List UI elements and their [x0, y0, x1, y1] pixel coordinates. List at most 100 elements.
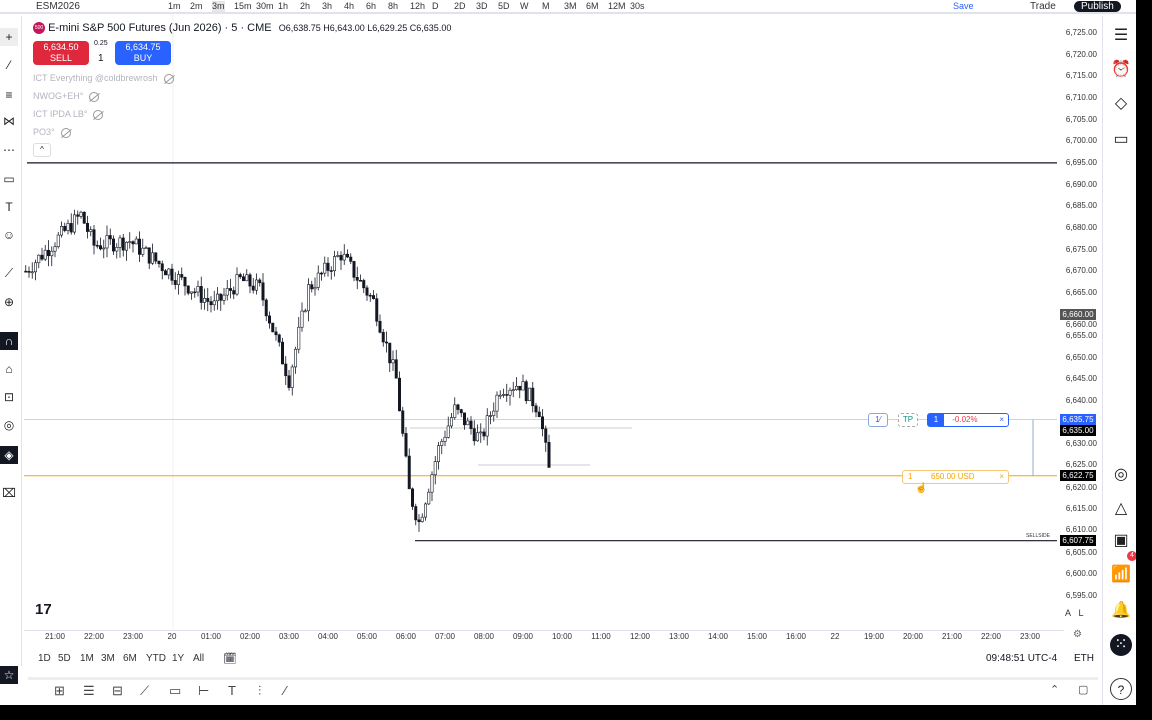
indicator-ipda[interactable]: ICT IPDA LB° [33, 109, 104, 120]
signal-icon[interactable]: 📶 [1111, 566, 1131, 583]
symbol-search[interactable]: ESM2026 [36, 1, 80, 12]
goto-date-calendar-icon[interactable]: 🗓 [223, 653, 237, 665]
timeframe-1m[interactable]: 1m [168, 1, 181, 11]
eye-hidden-icon[interactable] [89, 91, 100, 102]
symbol-title[interactable]: E-mini S&P 500 Futures (Jun 2026) · 5 · … [48, 22, 272, 34]
publish-button[interactable]: Publish [1074, 1, 1121, 12]
short-position-icon[interactable]: ⊟ [112, 683, 123, 698]
indicator-nwog[interactable]: NWOG+EH° [33, 91, 100, 102]
text-icon[interactable]: T [228, 683, 236, 698]
layers-icon[interactable]: ◇ [1114, 95, 1128, 112]
long-position-icon[interactable]: ⊞ [54, 683, 65, 698]
fib-icon[interactable]: ≡ [5, 88, 13, 102]
timeframe-30m[interactable]: 30m [256, 1, 274, 11]
chat-icon[interactable]: ▭ [1113, 131, 1129, 148]
close-position-icon[interactable]: × [999, 472, 1004, 481]
timeframe-30s[interactable]: 30s [630, 1, 645, 11]
trash-icon[interactable]: ⌧ [2, 486, 16, 500]
brush-icon[interactable]: ▭ [3, 172, 15, 186]
layers-icon[interactable]: ◈ [0, 446, 18, 464]
zoom-icon[interactable]: ⊕ [3, 295, 15, 309]
rectangle-icon[interactable]: ▭ [169, 683, 182, 698]
timeframe-8h[interactable]: 8h [388, 1, 399, 11]
calendar-icon[interactable]: ▣ [1113, 532, 1129, 549]
watchlist-icon[interactable]: ☰ [1113, 27, 1129, 44]
timeframe-3M[interactable]: 3M [564, 1, 577, 11]
price-chart[interactable] [24, 15, 1102, 648]
tp-quantity[interactable]: 1⁄ [868, 413, 888, 427]
order-line-tp[interactable]: 1 -0.02% × [927, 413, 1009, 427]
range-3M[interactable]: 3M [101, 653, 115, 664]
fib-retracement-icon[interactable]: ☰ [83, 683, 95, 698]
path-icon[interactable]: ⟋ [140, 683, 150, 698]
timeframe-M[interactable]: M [542, 1, 550, 11]
alarm-clock-icon[interactable]: ⏰ [1111, 61, 1131, 78]
timeframe-2m[interactable]: 2m [190, 1, 203, 11]
clock[interactable]: 09:48:51 UTC-4 [986, 653, 1058, 664]
collapse-legend-chevron-up-icon[interactable]: ^ [33, 143, 51, 157]
timeframe-3D[interactable]: 3D [476, 1, 488, 11]
timeframe-5D[interactable]: 5D [498, 1, 510, 11]
crosshair-icon[interactable]: + [0, 28, 18, 46]
ideas-icon[interactable]: △ [1114, 500, 1128, 517]
favorites-star-icon[interactable]: ☆ [0, 666, 18, 684]
apps-grid-icon[interactable]: ⁙ [1110, 634, 1132, 656]
indicator-po3[interactable]: PO3° [33, 127, 71, 138]
bell-icon[interactable]: 🔔 [1111, 602, 1131, 619]
range-6M[interactable]: 6M [123, 653, 137, 664]
tp-button[interactable]: TP [898, 413, 918, 427]
eye-hidden-icon[interactable] [163, 73, 174, 84]
target-icon[interactable]: ◎ [1114, 466, 1128, 483]
vertical-line-icon[interactable]: ⫶ [258, 683, 262, 698]
timeframe-2D[interactable]: 2D [454, 1, 466, 11]
timeframe-15m[interactable]: 15m [234, 1, 252, 11]
timeframe-W[interactable]: W [520, 1, 529, 11]
price-axis[interactable]: 6,725.00 6,720.00 6,715.00 6,710.00 6,705.00… [1057, 0, 1097, 648]
settings-gear-icon[interactable]: ⚙ [1073, 629, 1082, 640]
range-1Y[interactable]: 1Y [172, 653, 185, 664]
help-icon[interactable]: ? [1110, 678, 1132, 700]
timeframe-12M[interactable]: 12M [608, 1, 626, 11]
time-axis[interactable]: 21:00 22:00 23:00 20 01:00 02:00 03:00 04:00 05:… [24, 630, 1064, 642]
timeframe-3h[interactable]: 3h [322, 1, 333, 11]
trendline-icon[interactable]: ⁄ [7, 58, 10, 72]
chevron-up-icon[interactable]: ⌃ [1050, 684, 1060, 696]
save-button[interactable]: Save [953, 1, 974, 11]
position-line[interactable]: 1 650.00 USD × [902, 470, 1009, 484]
horizontal-ray-icon[interactable]: ⊢ [198, 683, 210, 698]
timeframe-1h[interactable]: 1h [278, 1, 289, 11]
quantity[interactable]: 1 [98, 53, 104, 64]
auto-scale-button[interactable]: A L [1065, 608, 1084, 618]
eye-hidden-icon[interactable] [60, 127, 71, 138]
session-toggle[interactable]: ETH [1074, 653, 1094, 664]
range-1M[interactable]: 1M [80, 653, 94, 664]
timeframe-6h[interactable]: 6h [366, 1, 377, 11]
maximize-icon[interactable]: ▢ [1078, 684, 1089, 696]
indicator-ict-everything[interactable]: ICT Everything @coldbrewrosh [33, 73, 174, 84]
range-All[interactable]: All [193, 653, 205, 664]
range-1D[interactable]: 1D [38, 653, 51, 664]
ruler-icon[interactable]: ⟋ [4, 266, 14, 280]
timeframe-3m[interactable]: 3m [212, 1, 225, 12]
timeframe-2h[interactable]: 2h [300, 1, 311, 11]
lock-icon[interactable]: ⌂ [5, 362, 13, 376]
text-icon[interactable]: T [5, 200, 13, 214]
forecast-icon[interactable]: ⋯ [3, 143, 15, 157]
close-order-icon[interactable]: × [999, 415, 1004, 424]
lock-drawings-icon[interactable]: ⊡ [3, 390, 15, 404]
timeframe-4h[interactable]: 4h [344, 1, 355, 11]
trade-button[interactable]: Trade [1030, 1, 1056, 12]
timeframe-D[interactable]: D [432, 1, 439, 11]
range-YTD[interactable]: YTD [146, 653, 166, 664]
range-5D[interactable]: 5D [58, 653, 71, 664]
sell-button[interactable]: 6,634.50 SELL [33, 41, 89, 65]
chart-area[interactable] [24, 15, 1102, 648]
magnet-icon[interactable]: ∩ [0, 332, 18, 350]
timeframe-12h[interactable]: 12h [410, 1, 426, 11]
eye-hidden-icon[interactable] [93, 109, 104, 120]
timeframe-6M[interactable]: 6M [586, 1, 599, 11]
trendline-icon[interactable]: ⁄ [284, 683, 287, 698]
buy-button[interactable]: 6,634.75 BUY [115, 41, 171, 65]
eye-icon[interactable]: ◎ [3, 418, 15, 432]
emoji-icon[interactable]: ☺ [2, 228, 16, 242]
